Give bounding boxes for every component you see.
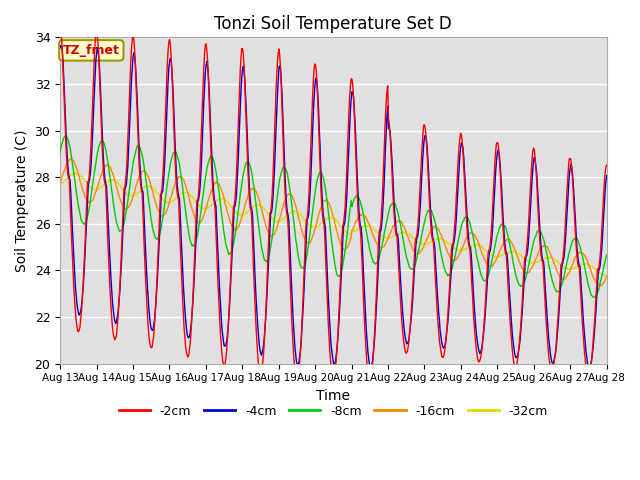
Text: TZ_fmet: TZ_fmet xyxy=(63,44,120,57)
X-axis label: Time: Time xyxy=(316,389,350,403)
Legend: -2cm, -4cm, -8cm, -16cm, -32cm: -2cm, -4cm, -8cm, -16cm, -32cm xyxy=(113,400,553,423)
Title: Tonzi Soil Temperature Set D: Tonzi Soil Temperature Set D xyxy=(214,15,452,33)
Y-axis label: Soil Temperature (C): Soil Temperature (C) xyxy=(15,129,29,272)
